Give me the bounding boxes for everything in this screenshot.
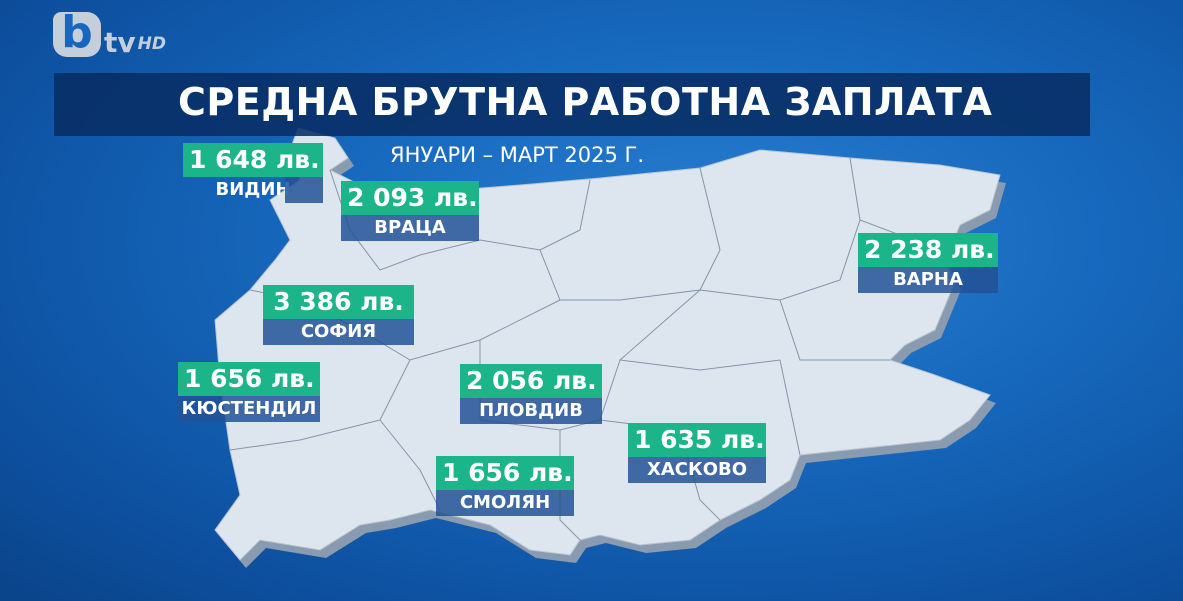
logo-tv: tv [104, 26, 136, 59]
region-label-smolyan: 1 656 лв. СМОЛЯН [436, 456, 574, 516]
region-label-kyustendil: 1 656 лв. КЮСТЕНДИЛ [178, 362, 320, 422]
region-label-plovdiv: 2 056 лв. ПЛОВДИВ [460, 364, 602, 424]
region-label-haskovo: 1 635 лв. ХАСКОВО [628, 423, 766, 483]
salary-value: 1 635 лв. [628, 423, 766, 457]
salary-value: 1 656 лв. [178, 362, 320, 396]
city-name: ВИДИН [183, 177, 323, 203]
salary-value: 1 648 лв. [183, 143, 323, 177]
logo-hd: HD [137, 34, 166, 54]
city-name: ХАСКОВО [628, 457, 766, 483]
salary-value: 2 056 лв. [460, 364, 602, 398]
city-name: ВАРНА [858, 267, 998, 293]
city-name: СОФИЯ [263, 319, 414, 345]
region-label-sofia: 3 386 лв. СОФИЯ [263, 285, 414, 345]
page-title: СРЕДНА БРУТНА РАБОТНА ЗАПЛАТА [178, 80, 993, 124]
region-label-vratsa: 2 093 лв. ВРАЦА [341, 181, 479, 241]
region-label-varna: 2 238 лв. ВАРНА [858, 233, 998, 293]
salary-value: 2 093 лв. [341, 181, 479, 215]
period-subtitle: ЯНУАРИ – МАРТ 2025 Г. [390, 143, 645, 167]
city-name: ПЛОВДИВ [460, 398, 602, 424]
salary-value: 3 386 лв. [263, 285, 414, 319]
city-name: КЮСТЕНДИЛ [178, 396, 320, 422]
salary-value: 1 656 лв. [436, 456, 574, 490]
salary-value: 2 238 лв. [858, 233, 998, 267]
logo-b: b [53, 11, 101, 57]
city-name: СМОЛЯН [436, 490, 574, 516]
btv-hd-logo: b tv HD [53, 11, 166, 59]
city-box [285, 177, 323, 203]
city-name: ВРАЦА [341, 215, 479, 241]
city-text: ВИДИН [215, 179, 291, 200]
title-bar [54, 73, 1090, 136]
region-label-vidin: 1 648 лв. ВИДИН [183, 143, 323, 203]
